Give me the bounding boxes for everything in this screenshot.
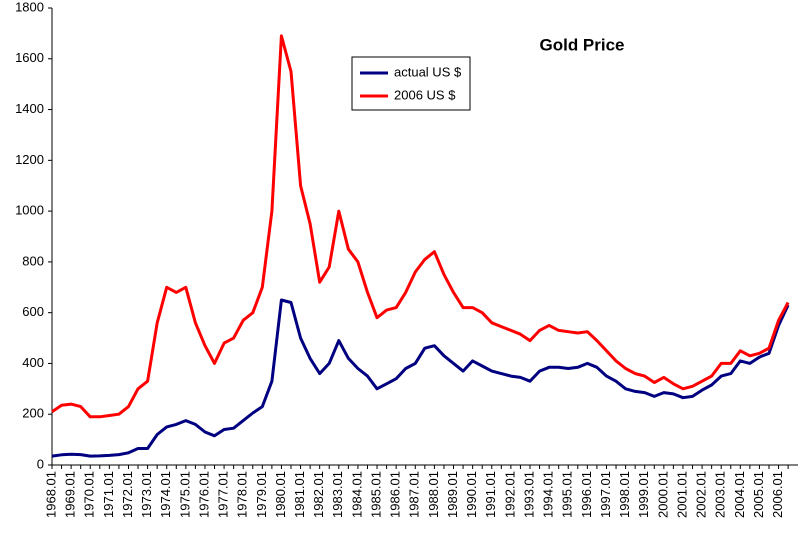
x-tick-label: 1995.01 xyxy=(560,471,575,518)
x-tick-label: 1969.01 xyxy=(63,471,78,518)
y-tick-label: 1600 xyxy=(15,50,44,65)
x-tick-label: 1985.01 xyxy=(368,471,383,518)
legend-label: actual US $ xyxy=(394,64,462,79)
x-tick-label: 1999.01 xyxy=(636,471,651,518)
y-tick-label: 1800 xyxy=(15,0,44,14)
x-tick-label: 1997.01 xyxy=(598,471,613,518)
x-tick-label: 1986.01 xyxy=(388,471,403,518)
x-tick-label: 1989.01 xyxy=(445,471,460,518)
x-tick-label: 1974.01 xyxy=(158,471,173,518)
x-tick-label: 1978.01 xyxy=(235,471,250,518)
x-tick-label: 1998.01 xyxy=(617,471,632,518)
x-tick-label: 2002.01 xyxy=(694,471,709,518)
x-tick-label: 1984.01 xyxy=(349,471,364,518)
x-tick-label: 2000.01 xyxy=(655,471,670,518)
x-tick-label: 1983.01 xyxy=(330,471,345,518)
x-tick-label: 1981.01 xyxy=(292,471,307,518)
x-tick-label: 1993.01 xyxy=(521,471,536,518)
x-tick-label: 1992.01 xyxy=(502,471,517,518)
x-tick-label: 2006.01 xyxy=(770,471,785,518)
y-tick-label: 1000 xyxy=(15,203,44,218)
y-tick-label: 1200 xyxy=(15,152,44,167)
x-tick-label: 1972.01 xyxy=(120,471,135,518)
x-tick-label: 1977.01 xyxy=(216,471,231,518)
x-tick-label: 1979.01 xyxy=(254,471,269,518)
y-tick-label: 400 xyxy=(22,355,44,370)
series-line xyxy=(51,298,790,458)
chart-title: Gold Price xyxy=(539,35,624,54)
legend-label: 2006 US $ xyxy=(394,87,456,102)
x-tick-label: 1970.01 xyxy=(82,471,97,518)
x-tick-label: 1976.01 xyxy=(196,471,211,518)
x-tick-label: 1982.01 xyxy=(311,471,326,518)
x-tick-label: 1990.01 xyxy=(464,471,479,518)
x-tick-label: 1994.01 xyxy=(541,471,556,518)
x-tick-label: 2003.01 xyxy=(713,471,728,518)
legend xyxy=(351,56,471,111)
x-tick-label: 1988.01 xyxy=(426,471,441,518)
x-tick-label: 1996.01 xyxy=(579,471,594,518)
x-tick-label: 2001.01 xyxy=(674,471,689,518)
x-tick-label: 1973.01 xyxy=(139,471,154,518)
x-tick-label: 1980.01 xyxy=(273,471,288,518)
y-tick-label: 0 xyxy=(37,456,44,471)
x-tick-label: 1971.01 xyxy=(101,471,116,518)
x-tick-label: 1991.01 xyxy=(483,471,498,518)
x-tick-label: 1968.01 xyxy=(43,471,58,518)
y-tick-label: 800 xyxy=(22,253,44,268)
y-tick-label: 1400 xyxy=(15,101,44,116)
y-tick-label: 200 xyxy=(22,406,44,421)
series-line xyxy=(51,34,790,419)
x-tick-label: 2004.01 xyxy=(732,471,747,518)
x-tick-label: 1975.01 xyxy=(177,471,192,518)
x-tick-label: 2005.01 xyxy=(751,471,766,518)
x-tick-label: 1987.01 xyxy=(407,471,422,518)
y-tick-label: 600 xyxy=(22,304,44,319)
